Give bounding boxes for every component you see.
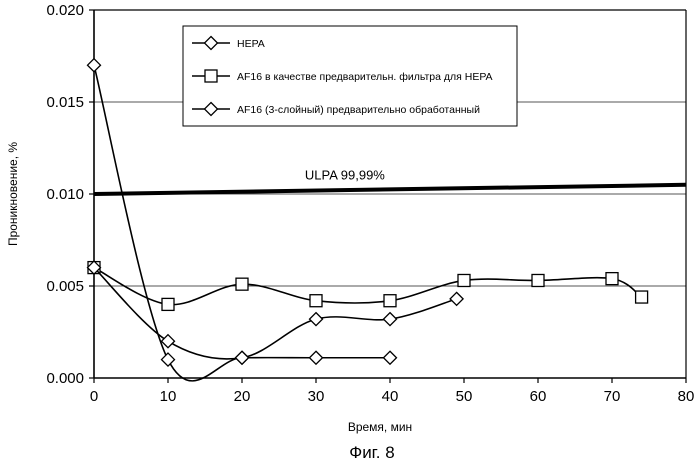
x-tick-label: 50	[456, 388, 473, 405]
y-tick-label: 0.000	[46, 370, 84, 387]
x-axis-title: Время, мин	[348, 420, 412, 434]
x-axis-ticks: 0 10 20 30 40 50 60 70 80	[90, 378, 695, 405]
series-2-point	[236, 278, 248, 290]
legend-label: AF16 (3-слойный) предварительно обработа…	[237, 104, 480, 116]
y-tick-label: 0.015	[46, 94, 84, 111]
ulpa-label: ULPA 99,99%	[305, 167, 385, 182]
series-1-point	[88, 59, 101, 72]
series-1-point	[162, 353, 175, 366]
series-2-point	[532, 274, 544, 286]
series-2-point	[162, 298, 174, 310]
x-tick-label: 80	[678, 388, 695, 405]
series-3-point	[162, 335, 175, 348]
series-3-point	[384, 313, 397, 326]
x-tick-label: 10	[160, 388, 177, 405]
y-axis-title: Проникновение, %	[6, 142, 20, 246]
series-3-point	[236, 351, 249, 364]
legend-label: HEPA	[237, 38, 265, 50]
series-2-point	[458, 274, 470, 286]
series-1-point	[384, 351, 397, 364]
legend-swatch-marker	[205, 70, 217, 82]
y-tick-label: 0.010	[46, 186, 84, 203]
y-axis-ticks: 0.000 0.005 0.010 0.015 0.020	[46, 2, 94, 387]
ulpa-line	[94, 185, 686, 194]
series-2-point	[636, 291, 648, 303]
x-tick-label: 20	[234, 388, 251, 405]
ulpa-reference: ULPA 99,99%	[94, 167, 686, 194]
x-tick-label: 0	[90, 388, 98, 405]
series-3-line	[94, 268, 457, 359]
x-tick-label: 70	[604, 388, 621, 405]
series-3-point	[450, 292, 463, 305]
x-tick-label: 60	[530, 388, 547, 405]
y-tick-label: 0.020	[46, 2, 84, 19]
legend-label: AF16 в качестве предварительн. фильтра д…	[237, 71, 493, 83]
series-2-point	[310, 295, 322, 307]
figure-caption: Фиг. 8	[349, 443, 394, 462]
series-3-point	[310, 313, 323, 326]
legend: HEPA AF16 в качестве предварительн. фильт…	[183, 26, 517, 126]
y-tick-label: 0.005	[46, 278, 84, 295]
series-1-point	[310, 351, 323, 364]
series-3	[88, 261, 464, 364]
series-2-point	[384, 295, 396, 307]
x-tick-label: 40	[382, 388, 399, 405]
x-tick-label: 30	[308, 388, 325, 405]
series-2-point	[606, 273, 618, 285]
